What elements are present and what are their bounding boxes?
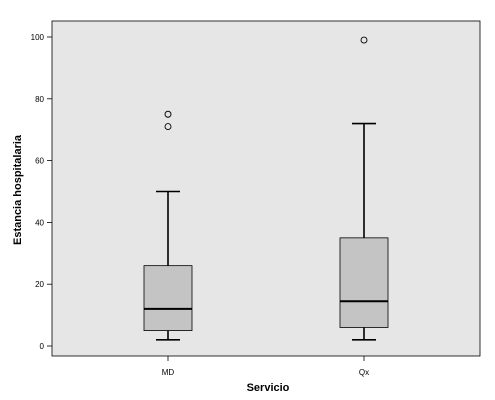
boxes-group [143,36,389,341]
box-qx [339,36,389,341]
x-tick-label: MD [162,368,175,377]
outlier-point [164,123,172,131]
x-axis: MD Qx [162,356,369,377]
y-axis: 0 20 40 60 80 100 [31,33,52,351]
y-tick-label: 100 [31,33,45,42]
y-tick-label: 0 [40,342,45,351]
outlier-point [164,110,172,118]
y-tick-label: 60 [35,157,44,166]
iqr-box [143,265,193,331]
y-axis-title: Estancia hospitalaria [12,134,24,245]
y-tick-label: 80 [35,95,44,104]
x-axis-title: Servicio [247,382,290,394]
y-tick-label: 20 [35,280,44,289]
x-tick-label: Qx [359,368,369,377]
plot-area [51,20,481,357]
outlier-point [360,36,368,44]
iqr-box [339,237,389,328]
y-tick-label: 40 [35,218,44,227]
box-md [143,110,193,341]
